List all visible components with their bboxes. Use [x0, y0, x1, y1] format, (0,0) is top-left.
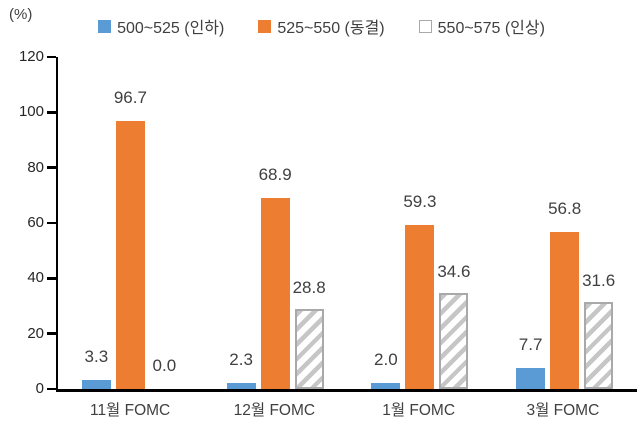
y-axis-tick-label: 0: [35, 380, 44, 397]
bar-value-label: 96.7: [113, 88, 147, 108]
bar-value-label: 56.8: [548, 198, 582, 218]
x-axis-labels: 11월 FOMC 12월 FOMC 1월 FOMC 3월 FOMC: [58, 398, 635, 420]
y-axis-unit-label: (%): [9, 6, 33, 23]
bar-group: 7.7 56.8 31.6: [492, 57, 637, 389]
bar-value-label: 3.3: [84, 346, 109, 366]
bar-series-1-cat-2: 59.3: [403, 193, 436, 389]
bar-value-label: 34.6: [437, 262, 471, 282]
bar-value-label: 2.0: [374, 350, 398, 370]
x-axis-category-label: 1월 FOMC: [382, 402, 456, 419]
y-axis-tick-label: 80: [27, 158, 44, 176]
legend: 500~525 (인하) 525~550 (동결) 550~575 (인상): [0, 14, 643, 38]
y-axis-tick-mark: [47, 111, 56, 114]
bar-series-0-cat-3: 7.7: [516, 336, 546, 389]
bar-value-label: 31.6: [582, 270, 616, 290]
bar-series-1-cat-1: 68.9: [259, 166, 292, 389]
legend-item: 550~575 (인상): [418, 14, 545, 38]
y-axis-tick-mark: [47, 166, 56, 169]
legend-item: 500~525 (인하): [98, 14, 224, 38]
x-axis-category-label: 12월 FOMC: [233, 402, 316, 419]
y-axis-tick-label: 20: [27, 324, 44, 342]
y-axis-tick-mark: [47, 221, 56, 225]
y-axis-tick-label: 120: [18, 48, 44, 65]
bar-value-label: 2.3: [229, 349, 253, 369]
bar-group: 3.3 96.7 0.0: [58, 57, 203, 389]
legend-swatch-icon: [258, 19, 272, 33]
bar-value-label: 28.8: [292, 278, 326, 298]
bar-value-label: 68.9: [258, 165, 292, 185]
legend-swatch-icon: [98, 19, 112, 33]
x-axis-category-label: 11월 FOMC: [89, 402, 171, 419]
legend-label: 525~550 (동결): [277, 20, 385, 37]
legend-label: 500~525 (인하): [117, 20, 225, 37]
plot-area: 3.3 96.7 0.0 2.3 68.9 28.8 2.0 59.3 34.6 7.7 56.8 3…: [56, 57, 637, 392]
bar-series-2-cat-3: 31.6: [582, 272, 615, 389]
bar-value-label: 59.3: [403, 191, 437, 211]
bar-series-0-cat-0: 3.3: [81, 348, 111, 389]
bar-series-2-cat-2: 34.6: [437, 263, 470, 389]
bar-series-0-cat-1: 2.3: [226, 351, 256, 389]
y-axis-tick-label: 100: [18, 103, 44, 121]
legend-label: 550~575 (인상): [437, 20, 545, 37]
y-axis-tick-mark: [47, 332, 56, 335]
legend-swatch-hatched-icon: [418, 19, 432, 33]
y-axis-tick-label: 40: [27, 269, 44, 287]
y-axis-tick-mark: [47, 387, 56, 391]
bar-series-1-cat-0: 96.7: [114, 89, 147, 389]
bar-series-2-cat-1: 28.8: [293, 279, 326, 389]
bar-value-label: 7.7: [518, 334, 543, 354]
bar-series-0-cat-2: 2.0: [371, 351, 401, 389]
y-axis-tick-mark: [47, 277, 56, 280]
x-axis-category-label: 3월 FOMC: [526, 402, 600, 419]
bar-value-label: 0.0: [152, 356, 177, 375]
bar-series-1-cat-3: 56.8: [548, 200, 581, 389]
y-axis-tick-mark: [47, 55, 56, 59]
bar-group: 2.0 59.3 34.6: [348, 57, 493, 389]
legend-item: 525~550 (동결): [258, 14, 385, 38]
y-axis-tick-label: 60: [27, 214, 44, 231]
bar-group: 2.3 68.9 28.8: [203, 57, 348, 389]
